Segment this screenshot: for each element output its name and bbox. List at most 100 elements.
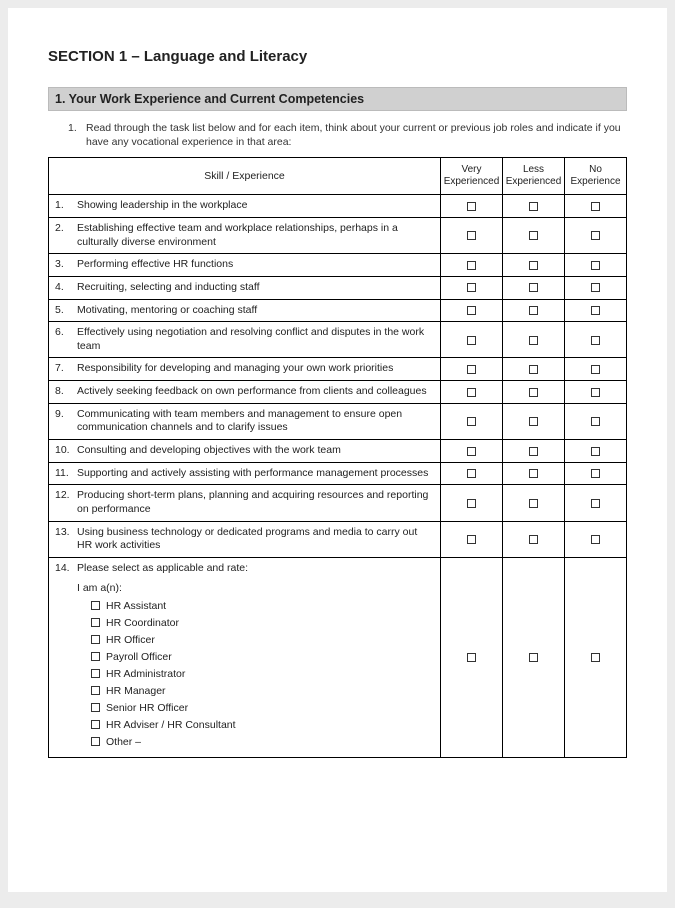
checkbox[interactable] <box>91 635 100 644</box>
checkbox-cell <box>503 521 565 557</box>
skill-number: 10. <box>55 444 77 458</box>
skill-number: 8. <box>55 385 77 399</box>
checkbox[interactable] <box>467 388 476 397</box>
checkbox[interactable] <box>467 499 476 508</box>
document-page: SECTION 1 – Language and Literacy 1. You… <box>8 8 667 892</box>
checkbox-cell <box>565 358 627 381</box>
checkbox-cell <box>565 254 627 277</box>
checkbox-cell <box>441 358 503 381</box>
checkbox[interactable] <box>529 283 538 292</box>
checkbox-cell <box>503 358 565 381</box>
skill-cell: 1.Showing leadership in the workplace <box>49 195 441 218</box>
role-label: HR Assistant <box>106 600 166 612</box>
checkbox[interactable] <box>467 306 476 315</box>
checkbox-cell <box>565 322 627 358</box>
checkbox[interactable] <box>91 669 100 678</box>
skill-cell: 4.Recruiting, selecting and inducting st… <box>49 276 441 299</box>
skill-text: Establishing effective team and workplac… <box>77 222 434 249</box>
table-row: 12.Producing short-term plans, planning … <box>49 485 627 521</box>
checkbox-cell <box>441 521 503 557</box>
skill-number: 13. <box>55 526 77 553</box>
skill-cell: 3.Performing effective HR functions <box>49 254 441 277</box>
checkbox-cell <box>503 254 565 277</box>
checkbox[interactable] <box>467 231 476 240</box>
checkbox[interactable] <box>529 499 538 508</box>
checkbox[interactable] <box>91 737 100 746</box>
checkbox[interactable] <box>529 417 538 426</box>
skill-text: Showing leadership in the workplace <box>77 199 434 213</box>
checkbox[interactable] <box>591 535 600 544</box>
checkbox[interactable] <box>91 686 100 695</box>
checkbox[interactable] <box>467 365 476 374</box>
checkbox-cell <box>565 462 627 485</box>
checkbox[interactable] <box>91 618 100 627</box>
skill-text: Responsibility for developing and managi… <box>77 362 434 376</box>
role-label: HR Administrator <box>106 668 185 680</box>
role-item: HR Administrator <box>91 668 434 680</box>
checkbox[interactable] <box>591 469 600 478</box>
checkbox[interactable] <box>529 653 538 662</box>
section-title: SECTION 1 – Language and Literacy <box>48 48 627 65</box>
checkbox[interactable] <box>591 499 600 508</box>
checkbox[interactable] <box>91 720 100 729</box>
checkbox[interactable] <box>591 336 600 345</box>
checkbox-cell <box>503 381 565 404</box>
checkbox[interactable] <box>91 601 100 610</box>
checkbox[interactable] <box>529 306 538 315</box>
role-item: HR Coordinator <box>91 617 434 629</box>
checkbox[interactable] <box>529 261 538 270</box>
checkbox-cell <box>441 217 503 253</box>
checkbox[interactable] <box>467 261 476 270</box>
checkbox[interactable] <box>529 469 538 478</box>
checkbox[interactable] <box>529 535 538 544</box>
checkbox[interactable] <box>467 336 476 345</box>
checkbox-cell <box>565 485 627 521</box>
checkbox[interactable] <box>467 469 476 478</box>
checkbox-cell <box>503 195 565 218</box>
checkbox[interactable] <box>529 365 538 374</box>
table-row: 13.Using business technology or dedicate… <box>49 521 627 557</box>
checkbox[interactable] <box>591 261 600 270</box>
instruction-text: Read through the task list below and for… <box>86 121 627 149</box>
checkbox[interactable] <box>529 231 538 240</box>
checkbox[interactable] <box>591 306 600 315</box>
checkbox-cell <box>565 195 627 218</box>
checkbox[interactable] <box>591 283 600 292</box>
checkbox[interactable] <box>467 283 476 292</box>
checkbox[interactable] <box>467 202 476 211</box>
checkbox[interactable] <box>591 202 600 211</box>
checkbox[interactable] <box>591 653 600 662</box>
checkbox[interactable] <box>529 388 538 397</box>
checkbox[interactable] <box>591 388 600 397</box>
checkbox[interactable] <box>91 703 100 712</box>
checkbox-cell <box>565 217 627 253</box>
checkbox[interactable] <box>591 231 600 240</box>
checkbox[interactable] <box>467 653 476 662</box>
skill-number: 2. <box>55 222 77 249</box>
checkbox[interactable] <box>91 652 100 661</box>
checkbox[interactable] <box>529 336 538 345</box>
checkbox[interactable] <box>467 447 476 456</box>
checkbox-cell <box>503 299 565 322</box>
checkbox-cell <box>441 485 503 521</box>
header-skill: Skill / Experience <box>49 158 441 195</box>
skill-number: 9. <box>55 408 77 435</box>
skill-text: Producing short-term plans, planning and… <box>77 489 434 516</box>
header-very: Very Experienced <box>441 158 503 195</box>
checkbox[interactable] <box>467 535 476 544</box>
table-row: 10.Consulting and developing objectives … <box>49 440 627 463</box>
instruction-number: 1. <box>68 121 86 149</box>
checkbox[interactable] <box>591 447 600 456</box>
checkbox[interactable] <box>529 447 538 456</box>
checkbox[interactable] <box>467 417 476 426</box>
subsection-bar: 1. Your Work Experience and Current Comp… <box>48 87 627 111</box>
checkbox-cell <box>503 403 565 439</box>
skill-number: 3. <box>55 258 77 272</box>
checkbox[interactable] <box>591 417 600 426</box>
checkbox[interactable] <box>529 202 538 211</box>
checkbox[interactable] <box>591 365 600 374</box>
roles-block: I am a(n):HR AssistantHR CoordinatorHR O… <box>77 582 434 748</box>
checkbox-cell <box>565 557 627 757</box>
skills-table: Skill / Experience Very Experienced Less… <box>48 157 627 757</box>
skill-text: Supporting and actively assisting with p… <box>77 467 434 481</box>
